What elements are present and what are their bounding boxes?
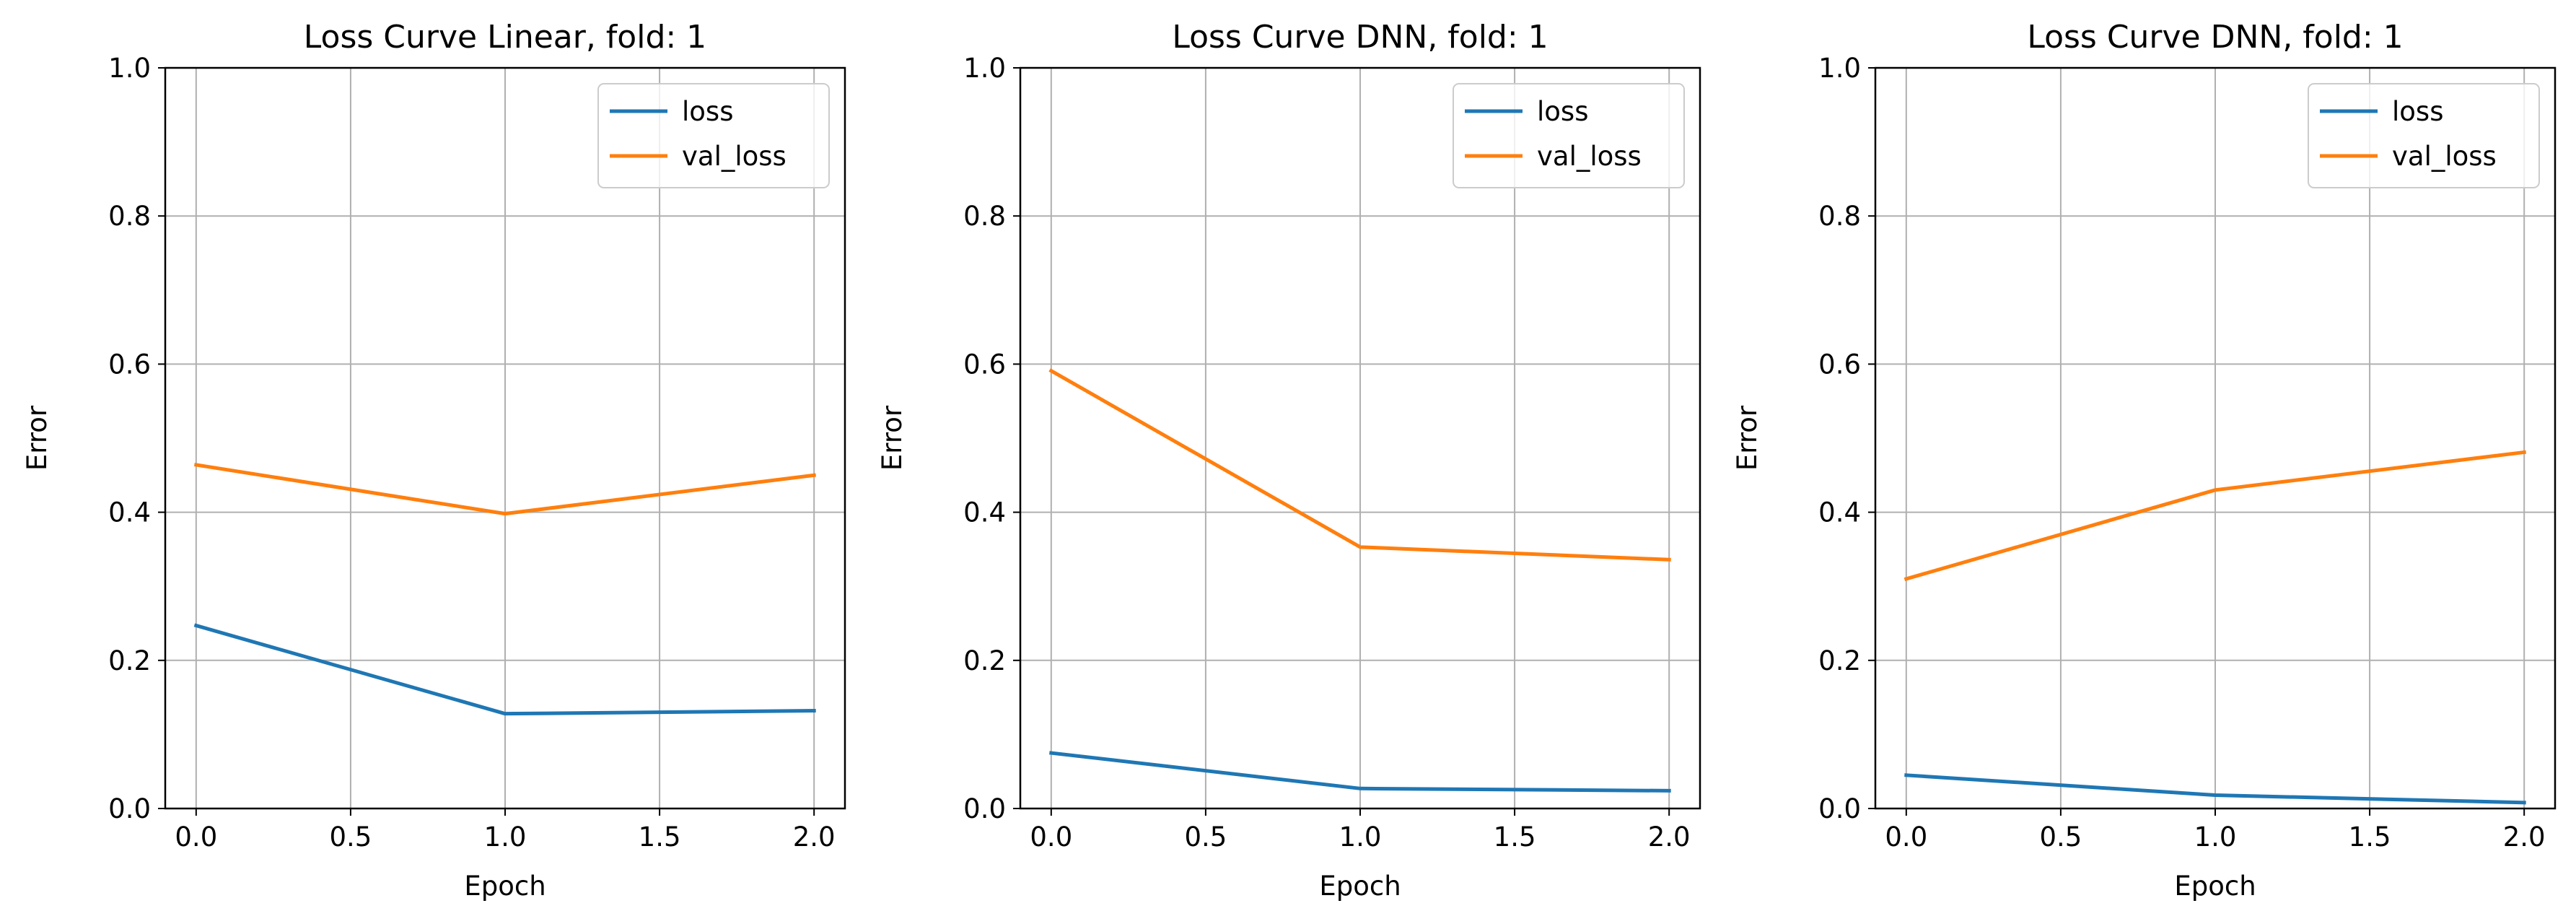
series-line-loss <box>1904 773 2526 805</box>
x-tick-label: 1.5 <box>639 821 681 853</box>
x-tick-label: 0.5 <box>329 821 372 853</box>
x-tick-label: 0.0 <box>1030 821 1072 853</box>
axes-frame <box>164 66 846 810</box>
y-tick-label: 0.2 <box>1818 645 1861 676</box>
legend-label-val-loss: val_loss <box>1537 141 1642 172</box>
y-tick-label: 0.8 <box>1818 201 1861 232</box>
y-tick-label: 0.2 <box>108 645 151 676</box>
y-tick-label: 1.0 <box>108 53 151 84</box>
series-line-loss <box>193 623 816 716</box>
y-tick-label: 0.4 <box>1818 497 1861 528</box>
y-tick-label: 0.0 <box>963 793 1006 824</box>
y-tick-label: 1.0 <box>1818 53 1861 84</box>
y-tick-label: 0.6 <box>1818 349 1861 380</box>
legend-label-loss: loss <box>2392 96 2443 127</box>
x-tick-label: 0.0 <box>1885 821 1927 853</box>
y-axis-label: Error <box>22 405 53 471</box>
y-tick-label: 0.2 <box>963 645 1006 676</box>
x-tick-label: 1.0 <box>2194 821 2237 853</box>
axes-frame <box>1019 66 1701 810</box>
y-tick-label: 1.0 <box>963 53 1006 84</box>
x-tick-label: 1.0 <box>484 821 527 853</box>
x-axis-label: Epoch <box>464 871 546 902</box>
series-line-val-loss <box>193 463 816 516</box>
chart-title: Loss Curve DNN, fold: 1 <box>2027 19 2403 56</box>
y-tick-label: 0.0 <box>108 793 151 824</box>
y-tick-label: 0.8 <box>108 201 151 232</box>
subplot-3: 0.0 0.5 1.0 1.5 2.0 0.0 0.2 0.4 0.6 0.8 1.0 Loss Cu… <box>1732 19 2557 902</box>
y-axis-label: Error <box>1732 405 1763 471</box>
y-tick-label: 0.0 <box>1818 793 1861 824</box>
legend-label-val-loss: val_loss <box>682 141 787 172</box>
legend: loss val_loss <box>597 83 830 188</box>
x-axis-label: Epoch <box>2174 871 2256 902</box>
y-axis-label: Error <box>877 405 908 471</box>
series-line-val-loss <box>1903 450 2526 582</box>
y-tick-label: 0.6 <box>963 349 1006 380</box>
y-tick-label: 0.6 <box>108 349 151 380</box>
legend-label-val-loss: val_loss <box>2392 141 2497 172</box>
y-tick-label: 0.4 <box>108 497 151 528</box>
chart-title: Loss Curve DNN, fold: 1 <box>1172 19 1548 56</box>
y-tick-label: 0.8 <box>963 201 1006 232</box>
x-tick-label: 0.5 <box>1184 821 1227 853</box>
x-tick-label: 1.5 <box>1494 821 1536 853</box>
x-tick-label: 0.0 <box>175 821 217 853</box>
legend: loss val_loss <box>2308 83 2540 188</box>
series-line-val-loss <box>1048 368 1671 562</box>
y-tick-label: 0.4 <box>963 497 1006 528</box>
subplot-2: 0.0 0.5 1.0 1.5 2.0 0.0 0.2 0.4 0.6 0.8 1.0 Loss Cu… <box>877 19 1701 902</box>
legend-label-loss: loss <box>682 96 733 127</box>
x-tick-label: 1.5 <box>2349 821 2391 853</box>
x-tick-label: 0.5 <box>2039 821 2082 853</box>
x-tick-label: 2.0 <box>2503 821 2546 853</box>
x-axis-label: Epoch <box>1319 871 1401 902</box>
axes-frame <box>1874 66 2557 810</box>
subplot-1: 0.0 0.5 1.0 1.5 2.0 0.0 0.2 0.4 0.6 0.8 1.0 Loss Cu… <box>22 19 846 902</box>
x-tick-label: 2.0 <box>793 821 836 853</box>
x-tick-label: 2.0 <box>1648 821 1691 853</box>
legend-label-loss: loss <box>1537 96 1588 127</box>
series-line-loss <box>1049 751 1671 793</box>
legend: loss val_loss <box>1453 83 1685 188</box>
x-tick-label: 1.0 <box>1339 821 1382 853</box>
chart-title: Loss Curve Linear, fold: 1 <box>304 19 706 56</box>
